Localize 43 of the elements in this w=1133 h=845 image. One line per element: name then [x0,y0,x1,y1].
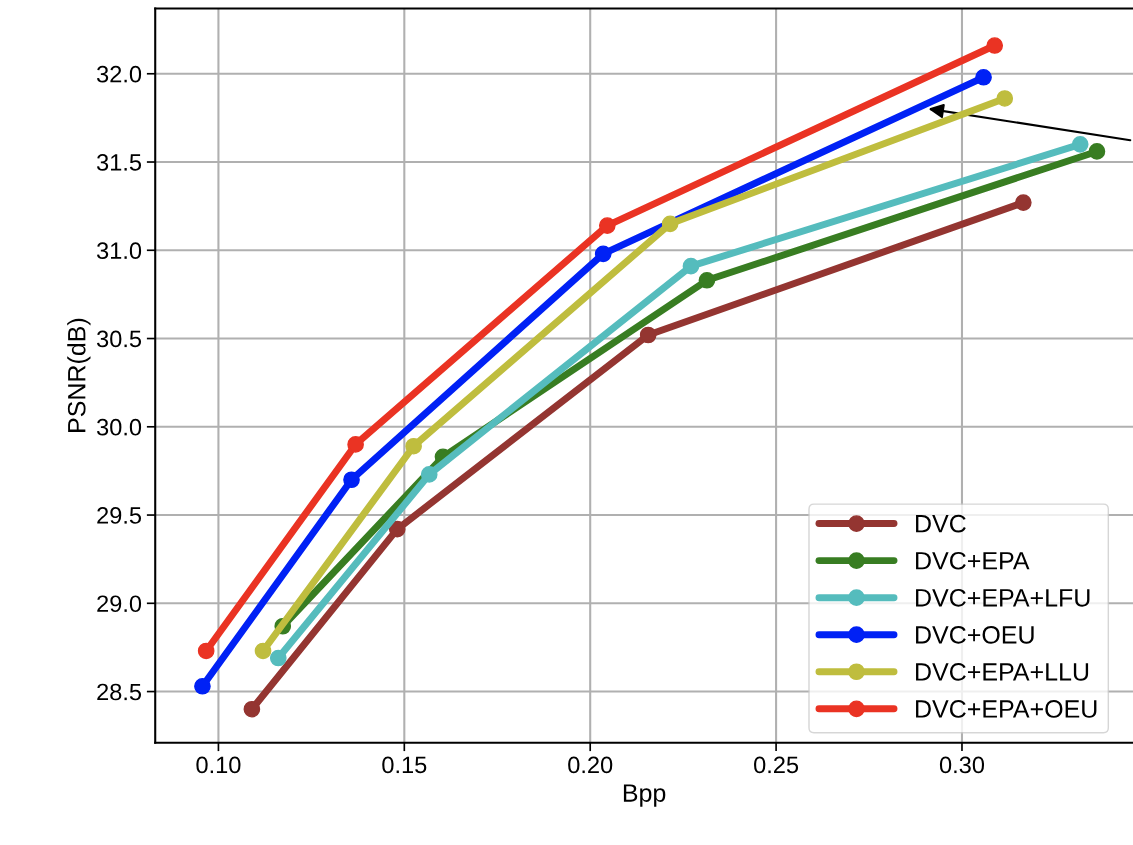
point [986,37,1004,54]
point [996,90,1014,107]
point [1088,143,1106,160]
point [343,471,360,489]
legend-label: DVC+EPA+OEU [916,700,1097,718]
point [347,436,364,453]
x-tick-label: 0.15 [382,756,427,774]
point [1071,136,1089,153]
legend-label: DVC [916,514,966,533]
y-axis-title: PSNR(dB) [67,318,91,432]
point [194,677,211,695]
point [975,68,992,86]
y-tick-label: 31.5 [96,154,142,171]
y-tick-label: 32.0 [96,65,142,83]
point [420,466,438,483]
x-tick-label: 0.20 [568,756,613,774]
y-tick-label: 28.5 [97,683,142,701]
point [594,245,612,263]
point [682,257,700,275]
x-tick-label: 0.25 [754,756,799,774]
y-tick-label: 29.0 [97,595,142,613]
point [243,700,261,718]
y-tick-label: 31.0 [96,242,142,260]
x-tick-label: 0.30 [939,756,985,774]
point [598,217,616,234]
point [1014,194,1032,211]
point [698,271,716,289]
y-tick-label: 30.0 [96,418,142,436]
point [639,326,657,344]
point [254,642,272,660]
y-tick-label: 30.5 [96,330,142,348]
y-tick-label: 29.5 [97,507,142,524]
point [388,520,406,538]
x-axis-title: Bpp [623,784,666,807]
legend-label: DVC+OEU [916,626,1034,644]
point [197,642,215,660]
point [269,649,287,667]
point [405,437,422,455]
legend-label: DVC+EPA [916,551,1030,570]
legend-label: DVC+EPA+LLU [916,663,1089,681]
point [661,215,679,233]
legend-label: DVC+EPA+LFU [916,588,1090,607]
x-tick-label: 0.10 [196,756,241,774]
